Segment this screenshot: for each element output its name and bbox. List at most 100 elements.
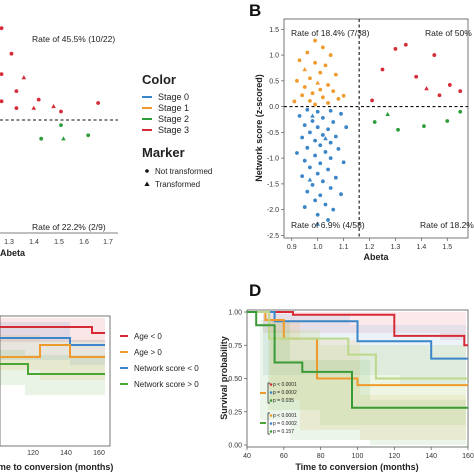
panel-b-ylabel: Network score (z-scored) [254, 74, 264, 182]
panel-c-ci-red [0, 318, 105, 342]
panel-a-points [0, 26, 100, 141]
data-point [331, 89, 336, 94]
data-point [326, 167, 330, 172]
data-point [297, 58, 302, 63]
legend-age-neg-label: Age < 0 [134, 332, 162, 341]
data-point [59, 123, 63, 127]
panel-b-rate-bottom-left: Rate of 6.9% (4/58) [291, 220, 365, 230]
panel-d-xtick-label: 80 [317, 453, 325, 460]
data-point [295, 78, 299, 83]
panel-d-xtick-label: 60 [280, 453, 288, 460]
panel-d-label: D [249, 281, 261, 300]
panel-d-ci-orange [270, 320, 466, 440]
panel-d-ytick-label: 1.00 [228, 310, 242, 317]
panel-a-xtick: 1.5 [54, 239, 64, 246]
legend-color-marker: Color Stage 0 Stage 1 Stage 2 Stage 3 Ma… [142, 72, 212, 189]
data-point [336, 146, 341, 151]
panel-a-xticks: 1.3 1.4 1.5 1.6 1.7 [4, 239, 113, 246]
data-point [59, 109, 63, 114]
panel-b-ytick-label: 0.0 [269, 104, 279, 111]
data-point [313, 198, 317, 203]
data-point [318, 143, 323, 148]
panel-c-line-age-pos [0, 344, 105, 358]
panel-b-rate-bottom-right: Rate of 18.2% [420, 220, 474, 230]
data-point [344, 125, 349, 130]
panel-d-xtick-label: 120 [388, 453, 400, 460]
panel-d-lines [247, 311, 468, 409]
panel-d-xtick-label: 140 [425, 453, 437, 460]
data-point [0, 26, 4, 31]
panel-d-ytick-label: 0.25 [228, 409, 242, 416]
data-point [372, 120, 377, 124]
data-point [323, 63, 328, 68]
data-point [313, 102, 317, 107]
data-point [341, 93, 346, 98]
panel-d-pvalues-green: p < 0.0001 p = 0.0002 p = 0.157 [260, 412, 297, 435]
panel-b-ytick-label: -0.5 [267, 130, 279, 137]
data-point [320, 116, 325, 120]
data-point [333, 72, 338, 77]
data-point [313, 38, 317, 43]
panel-d-pvalue-dot [269, 391, 273, 394]
data-point-transformed [315, 221, 320, 226]
data-point [323, 202, 328, 207]
data-point [96, 101, 100, 105]
panel-d-ytick-label: 0.75 [228, 343, 242, 350]
data-point [302, 158, 307, 163]
panel-b-ytick-label: 0.5 [269, 78, 279, 85]
data-point [313, 153, 317, 158]
panel-b-ytick-label: 1.5 [269, 27, 279, 34]
panel-b-ytick-label: -1.5 [267, 181, 279, 188]
panel-d-pvalue: p < 0.0001 [273, 413, 297, 419]
triangle-marker-icon [144, 181, 150, 186]
panel-a-rate-bottom: Rate of 22.2% (2/9) [32, 222, 106, 232]
data-point [36, 97, 41, 102]
data-point [318, 193, 323, 198]
data-point-transformed [302, 67, 308, 72]
legend-network-neg-label: Network score < 0 [134, 364, 199, 373]
panel-c-survival: 120 140 160 Time to conversion (months) [0, 315, 113, 472]
data-point [318, 161, 323, 166]
panel-b-xtick-label: 1.2 [365, 244, 375, 251]
data-point [86, 133, 91, 138]
panel-c-line-network-neg [0, 337, 105, 346]
panel-b-xtick-label: 0.9 [287, 244, 297, 251]
panel-c-frame [0, 315, 111, 447]
data-point [318, 70, 323, 75]
data-point [331, 207, 336, 212]
data-point [328, 156, 333, 161]
data-point [341, 160, 346, 165]
data-point [14, 89, 19, 93]
panel-d-survival-line [247, 311, 468, 380]
data-point [315, 212, 320, 217]
data-point [328, 53, 333, 57]
panel-b-rate-top-left: Rate of 18.4% (7/38) [291, 28, 370, 38]
data-point [326, 218, 330, 222]
panel-d-bracket-orange [267, 382, 270, 404]
panel-b-ytick-label: -2.5 [267, 233, 279, 240]
data-point [313, 60, 317, 65]
panel-b-xtick-label: 1.4 [416, 244, 426, 251]
data-point [297, 113, 302, 118]
panel-d-ci-bands [260, 312, 466, 445]
legend-network-pos-label: Network score > 0 [134, 380, 199, 389]
legend-not-transformed-label: Not transformed [155, 167, 212, 176]
data-point [333, 134, 338, 139]
data-point [310, 119, 315, 123]
data-point [328, 108, 333, 113]
data-point [305, 189, 310, 194]
data-point [308, 130, 312, 135]
panel-b-xticks: 0.9 1.0 1.1 1.2 1.3 1.4 1.5 [287, 238, 452, 251]
data-point [414, 74, 419, 79]
data-point [318, 87, 323, 92]
data-point [326, 83, 330, 87]
data-point [308, 99, 312, 103]
data-point [300, 93, 305, 98]
data-point-transformed [424, 86, 429, 91]
panel-d-pvalue-dot [269, 383, 273, 386]
data-point [14, 106, 19, 110]
panel-c-ci-orange [0, 335, 105, 380]
data-point [310, 91, 315, 96]
data-point [39, 136, 44, 141]
